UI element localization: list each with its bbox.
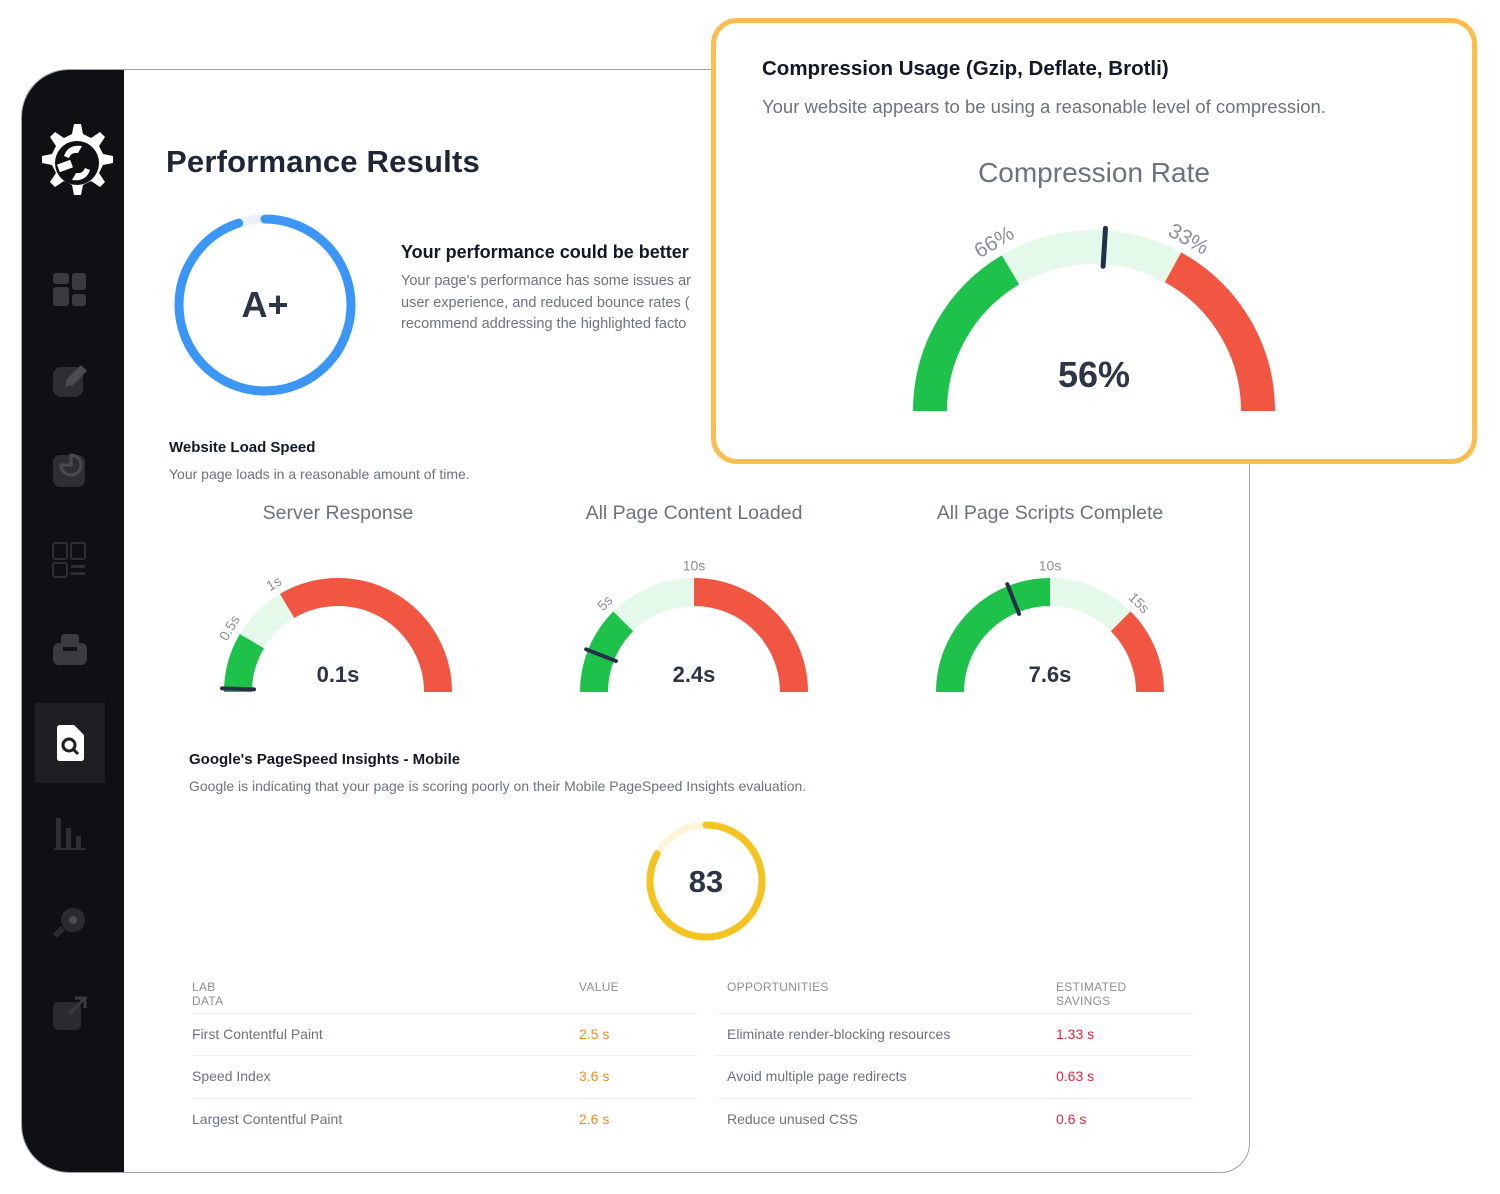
nav-dashboard[interactable] <box>35 250 105 330</box>
gauge-needle <box>1100 225 1108 269</box>
key-icon <box>52 908 85 939</box>
nav-inbox[interactable] <box>35 610 105 690</box>
nav-report[interactable] <box>35 430 105 510</box>
pagespeed-heading: Google's PageSpeed Insights - Mobile <box>189 751 461 768</box>
divider <box>192 1055 697 1056</box>
opportunity-name: Reduce unused CSS <box>727 1111 858 1127</box>
gauge-value: 2.4s <box>673 662 716 687</box>
divider <box>192 1013 697 1014</box>
opportunity-savings: 1.33 s <box>1056 1026 1095 1042</box>
compression-rate-title: Compression Rate <box>978 157 1210 188</box>
nav-edit[interactable] <box>35 340 105 420</box>
report-icon <box>53 453 85 487</box>
opportunity-savings: 0.6 s <box>1056 1111 1087 1127</box>
lab-metric-value: 2.6 s <box>579 1111 610 1127</box>
gauge-needle <box>584 647 618 664</box>
logo-icon <box>42 124 113 195</box>
page-title: Performance Results <box>166 144 480 179</box>
divider <box>192 1098 697 1099</box>
gauge-ok-segment <box>1049 578 1131 632</box>
gauge-bad-segment <box>1164 252 1275 412</box>
pagespeed-score: 83 <box>689 864 723 899</box>
gauge-value: 0.1s <box>317 662 360 687</box>
gauge-value: 56% <box>1058 354 1130 395</box>
opportunity-name: Eliminate render-blocking resources <box>727 1026 951 1042</box>
performance-line: Your page's performance has some issues … <box>401 273 691 289</box>
gauge-ok-segment <box>613 578 695 632</box>
nav-keys[interactable] <box>35 883 105 963</box>
gauge-needle <box>1005 582 1022 616</box>
gauge-bad-segment <box>1110 611 1164 693</box>
edit-icon <box>53 365 87 397</box>
nav-external[interactable] <box>35 973 105 1053</box>
performance-heading: Your performance could be better <box>401 242 689 262</box>
lab-metric-name: First Contentful Paint <box>192 1026 323 1042</box>
performance-line: user experience, and reduced bounce rate… <box>401 294 690 311</box>
lab-metric-value: 2.5 s <box>579 1026 610 1042</box>
gauge-bad-segment <box>693 578 808 693</box>
compression-callout: Compression Usage (Gzip, Deflate, Brotli… <box>711 18 1477 464</box>
main-content: Performance Results A+ Your performance … <box>124 70 1249 1172</box>
gauge-threshold-label: 1s <box>263 573 284 594</box>
gauge-title: All Page Content Loaded <box>585 502 803 524</box>
nav-analytics[interactable] <box>35 793 105 873</box>
score-grade: A+ <box>241 284 288 325</box>
gauge-page-scripts: All Page Scripts Complete 10s 15s 7.6s <box>880 502 1220 712</box>
lab-metric-name: Largest Contentful Paint <box>192 1111 343 1127</box>
sidebar <box>22 70 124 1172</box>
lab-metric-name: Speed Index <box>192 1068 271 1084</box>
gauge-server-response: Server Response 0.5s 1s 0.1s <box>168 502 508 712</box>
opportunity-name: Avoid multiple page redirects <box>727 1068 907 1084</box>
gauge-page-content: All Page Content Loaded 5s 10s 2.4s <box>524 502 864 712</box>
search-document-icon <box>57 725 84 761</box>
gauge-needle <box>220 686 257 692</box>
load-speed-heading: Website Load Speed <box>169 439 316 456</box>
gauge-bad-segment <box>279 578 452 693</box>
lab-metric-value: 3.6 s <box>579 1068 610 1084</box>
nav-seo-audit[interactable] <box>35 703 105 783</box>
compression-gauge: 66% 33%56% <box>913 219 1275 412</box>
nav-layout[interactable] <box>35 520 105 600</box>
gauge-title: Server Response <box>262 502 414 524</box>
compression-description: Your website appears to be using a reaso… <box>762 96 1326 117</box>
lab-data-header: LAB DATA <box>192 980 224 1008</box>
pagespeed-score-ring: 83 <box>646 821 766 941</box>
gauge-threshold-label: 10s <box>683 558 706 574</box>
layout-icon <box>52 542 86 578</box>
bar-chart-icon <box>54 818 86 850</box>
performance-description: Your page's performance has some issues … <box>401 271 731 336</box>
gauge-good-segment <box>936 578 1051 693</box>
value-header: VALUE <box>579 980 619 994</box>
divider <box>715 1013 1193 1014</box>
gauge-good-segment <box>224 633 265 693</box>
dashboard-icon <box>53 273 86 306</box>
gauge-ok-segment <box>1001 230 1182 285</box>
gauge-good-segment <box>913 255 1020 412</box>
performance-line: recommend addressing the highlighted fac… <box>401 316 687 332</box>
compression-heading: Compression Usage (Gzip, Deflate, Brotli… <box>762 57 1169 80</box>
external-link-icon <box>53 996 87 1030</box>
gauge-threshold-label: 5s <box>594 592 616 614</box>
score-ring: A+ <box>174 214 356 396</box>
opportunity-savings: 0.63 s <box>1056 1068 1095 1084</box>
inbox-icon <box>53 634 87 665</box>
load-speed-description: Your page loads in a reasonable amount o… <box>169 466 470 482</box>
pagespeed-description: Google is indicating that your page is s… <box>189 778 807 794</box>
gauge-ok-segment <box>239 593 295 649</box>
divider <box>715 1055 1193 1056</box>
savings-header: ESTIMATED SAVINGS <box>1056 980 1127 1008</box>
divider <box>715 1098 1193 1099</box>
gauge-chart: 5s 10s 2.4s <box>580 558 808 693</box>
gauge-title: All Page Scripts Complete <box>936 502 1164 524</box>
opportunities-header: OPPORTUNITIES <box>727 980 829 994</box>
gauge-value: 7.6s <box>1029 662 1072 687</box>
gauge-threshold-label: 10s <box>1039 558 1062 574</box>
